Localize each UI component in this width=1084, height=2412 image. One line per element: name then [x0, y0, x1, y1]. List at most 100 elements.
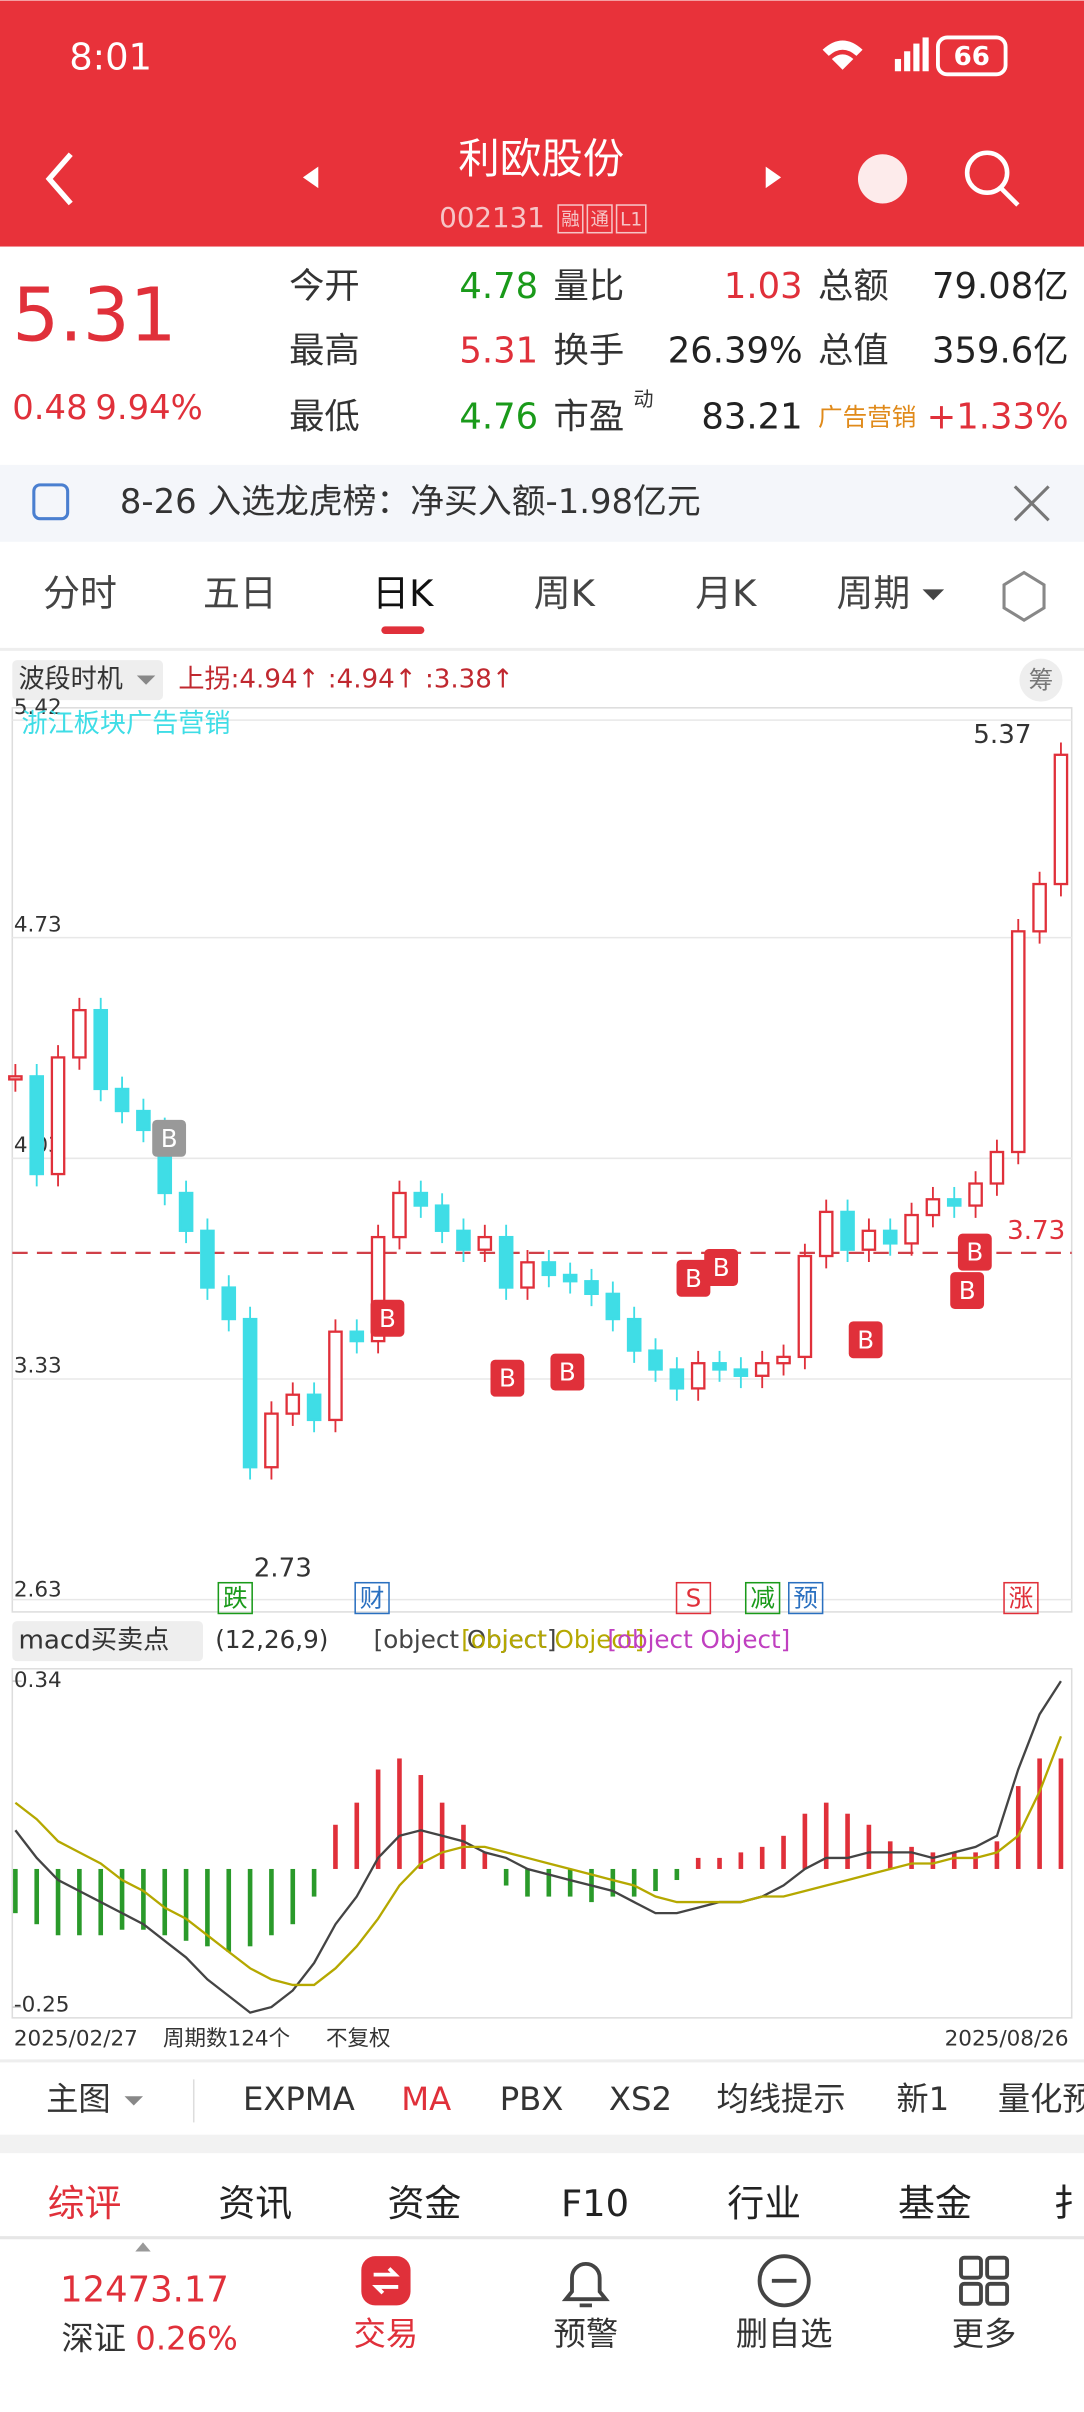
period-tab[interactable]: 周期 — [836, 572, 910, 615]
candle — [989, 1150, 1005, 1185]
macd-bar — [503, 1868, 509, 1886]
candle — [882, 1229, 898, 1245]
y-tick-label: -0.25 — [14, 1993, 70, 2018]
macd-bar — [311, 1868, 317, 1897]
kline-chart: 5.424.734.033.332.633.73浙江板块广告营销5.372.73… — [8, 695, 1072, 1615]
period-tab[interactable]: 五日 — [203, 572, 277, 615]
candle — [8, 1075, 23, 1081]
sub-tab[interactable]: EXPMA — [243, 2080, 355, 2118]
tag: L1 — [620, 209, 642, 230]
buy-marker: B — [685, 1264, 702, 1293]
y-tick-label: 3.33 — [14, 1354, 62, 1379]
macd-bar — [77, 1868, 82, 1936]
chips-button[interactable] — [1019, 658, 1063, 702]
period-tab[interactable]: 周K — [534, 572, 596, 615]
buy-marker-box — [550, 1353, 585, 1391]
candle — [242, 1317, 258, 1469]
buy-marker: B — [959, 1276, 976, 1305]
macd-bar — [418, 1775, 424, 1869]
candle — [690, 1362, 706, 1390]
macd-bar — [290, 1868, 296, 1925]
assistant-icon[interactable] — [857, 154, 908, 204]
settings-icon[interactable] — [1002, 570, 1046, 622]
buy-marker: B — [966, 1238, 983, 1267]
candle — [669, 1368, 685, 1390]
sub-tab[interactable]: MA — [401, 2080, 451, 2118]
candle — [840, 1210, 855, 1251]
sub-tab[interactable]: XS2 — [609, 2080, 672, 2118]
macd-bar — [1015, 1786, 1021, 1869]
buy-marker-box — [957, 1233, 992, 1271]
macd-bar — [162, 1868, 168, 1936]
macd-select[interactable] — [12, 1621, 203, 1662]
macd-bar — [34, 1868, 40, 1925]
signal-icons — [822, 37, 929, 72]
buy-marker-box — [152, 1119, 187, 1157]
last-price: 5.31 — [12, 272, 176, 358]
nav-item[interactable]: 删自选 — [736, 2315, 833, 2353]
sub-tab[interactable]: 新1 — [896, 2080, 949, 2118]
y-tick-label: 4.73 — [14, 912, 62, 937]
indicator-select[interactable] — [12, 660, 163, 701]
y-tick-label: 2.63 — [14, 1577, 62, 1602]
tab-underline — [381, 626, 425, 635]
next-stock[interactable] — [765, 166, 782, 189]
prev-stock[interactable] — [302, 166, 319, 189]
info-tab[interactable]: 基金 — [898, 2182, 972, 2225]
nav-icon — [959, 2255, 983, 2280]
notice-close[interactable] — [1013, 485, 1050, 522]
candle — [349, 1330, 365, 1343]
info-tab[interactable]: 行业 — [727, 2182, 801, 2225]
macd-line — [14, 1735, 1063, 1987]
adjust-mode: 不复权 — [326, 2026, 391, 2051]
signal-box — [675, 1581, 712, 1615]
period-tab[interactable]: 分时 — [43, 572, 117, 615]
candle — [413, 1191, 429, 1207]
candle — [200, 1229, 215, 1289]
macd-bar — [887, 1841, 893, 1869]
macd-title: macd买卖点 — [18, 1626, 169, 1656]
nav-icon — [757, 2254, 811, 2308]
nav-icon — [959, 2281, 983, 2306]
info-tab[interactable]: 资讯 — [218, 2182, 292, 2225]
tag-box — [586, 204, 613, 234]
price-change: 0.48 — [12, 388, 87, 427]
period-tab[interactable]: 月K — [695, 572, 757, 615]
buy-marker: B — [559, 1358, 576, 1387]
macd-bar — [610, 1868, 616, 1897]
buy-marker-box — [676, 1259, 711, 1297]
notice-text[interactable]: 8-26 入选龙虎榜：净买入额-1.98亿元 — [120, 482, 701, 521]
signal-box — [354, 1581, 390, 1615]
search-icon[interactable] — [964, 150, 1010, 196]
macd-bar — [119, 1868, 125, 1930]
candle — [733, 1368, 749, 1377]
nav-item[interactable]: 更多 — [952, 2315, 1017, 2353]
candle — [712, 1362, 727, 1371]
candle — [392, 1191, 407, 1239]
sub-tab[interactable]: 主图 — [46, 2080, 111, 2118]
period-tab[interactable]: 日K — [372, 572, 434, 615]
info-tab[interactable]: 综评 — [48, 2182, 122, 2225]
macd-bar — [141, 1868, 146, 1930]
buy-marker: B — [379, 1304, 396, 1333]
nav-item[interactable]: 预警 — [554, 2315, 619, 2353]
sub-tab[interactable]: 量化预 — [998, 2080, 1084, 2118]
candle — [776, 1355, 791, 1365]
nav-item[interactable]: 交易 — [354, 2315, 419, 2353]
back-button[interactable] — [45, 152, 73, 206]
stat-label: 最低 — [289, 397, 360, 438]
index-change: 0.26% — [135, 2320, 238, 2358]
info-tab[interactable]: F10 — [561, 2182, 629, 2225]
indicator-values: 上拐:4.94↑ :4.94↑ :3.38↑ — [178, 665, 513, 695]
info-tab[interactable]: 扌 — [1053, 2182, 1084, 2225]
candle — [114, 1087, 130, 1113]
info-tab[interactable]: 资金 — [387, 2182, 461, 2225]
candle — [1053, 753, 1069, 886]
sub-tab[interactable]: 均线提示 — [717, 2080, 846, 2118]
sub-tab[interactable]: PBX — [500, 2080, 564, 2118]
candle — [626, 1317, 642, 1352]
buy-marker: B — [161, 1124, 178, 1153]
signal-label: 预 — [793, 1584, 818, 1613]
